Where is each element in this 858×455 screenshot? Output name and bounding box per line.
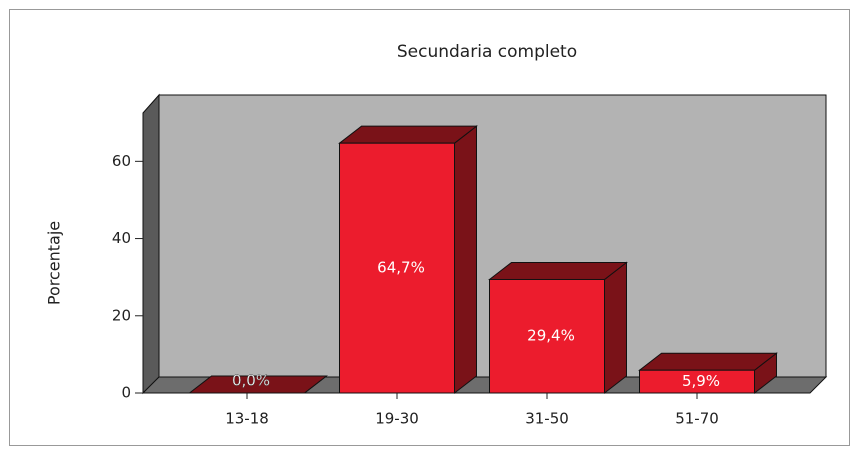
bar-top	[338, 125, 478, 144]
bar-side	[454, 125, 477, 395]
bar	[339, 142, 455, 394]
bar-top	[188, 375, 328, 394]
x-tick-label: 13-18	[225, 410, 269, 428]
y-tick-label: 40	[112, 229, 131, 247]
x-tick-label: 31-50	[525, 410, 569, 428]
bar-side	[604, 261, 627, 395]
x-tick-label: 19-30	[375, 410, 419, 428]
left-wall	[142, 93, 160, 395]
value-label: 5,9%	[682, 372, 720, 390]
value-label: 0,0%	[232, 372, 270, 390]
y-tick-label: 60	[112, 152, 131, 170]
chart-title: Secundaria completo	[397, 42, 577, 62]
bar	[639, 369, 755, 394]
bar-top	[638, 352, 778, 371]
bar-top	[488, 261, 628, 280]
bar	[489, 278, 605, 394]
value-label: 29,4%	[527, 327, 575, 345]
y-tick-label: 20	[112, 306, 131, 324]
value-label: 64,7%	[377, 259, 425, 277]
plot	[141, 93, 828, 395]
x-tick-label: 51-70	[675, 410, 719, 428]
y-tick-label: 0	[121, 384, 131, 402]
y-axis-label: Porcentaje	[45, 221, 64, 305]
